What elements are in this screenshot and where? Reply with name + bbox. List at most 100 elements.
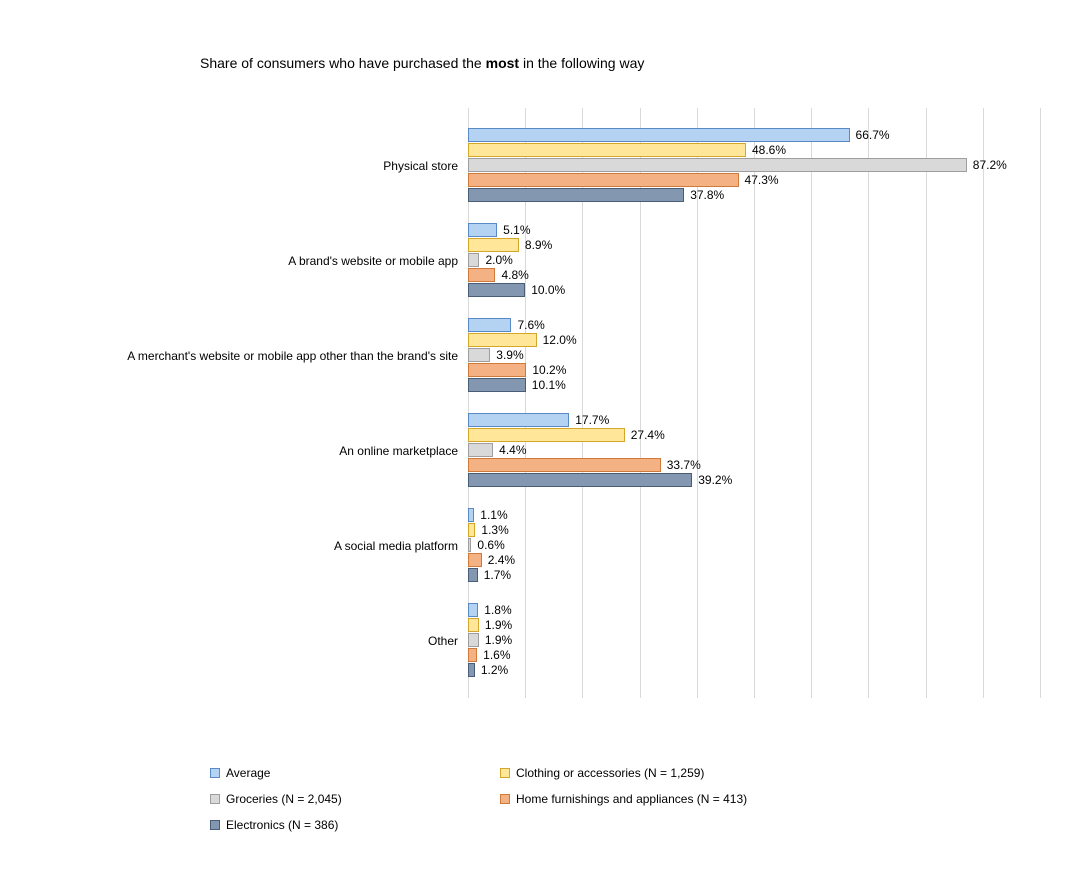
bar	[468, 568, 478, 582]
bar-row: 8.9%	[468, 238, 1040, 252]
bar	[468, 428, 625, 442]
bar	[468, 378, 526, 392]
bar-group: 1.1%1.3%0.6%2.4%1.7%	[468, 508, 1040, 583]
bar-row: 2.4%	[468, 553, 1040, 567]
bar-value-label: 1.2%	[475, 663, 508, 677]
legend-swatch	[210, 768, 220, 778]
bar-value-label: 87.2%	[967, 158, 1007, 172]
bar	[468, 553, 482, 567]
bar-row: 7.6%	[468, 318, 1040, 332]
legend-label: Clothing or accessories (N = 1,259)	[516, 766, 704, 780]
bar	[468, 238, 519, 252]
bar-value-label: 1.9%	[479, 618, 512, 632]
legend-swatch	[500, 768, 510, 778]
bar-row: 17.7%	[468, 413, 1040, 427]
bar-row: 48.6%	[468, 143, 1040, 157]
bar-value-label: 12.0%	[537, 333, 577, 347]
bar	[468, 663, 475, 677]
bar	[468, 158, 967, 172]
chart-page: { "chart": { "type": "bar-grouped-horizo…	[0, 0, 1072, 886]
bar	[468, 603, 478, 617]
bar-row: 37.8%	[468, 188, 1040, 202]
bar	[468, 318, 511, 332]
bar-value-label: 48.6%	[746, 143, 786, 157]
bar-row: 87.2%	[468, 158, 1040, 172]
legend-swatch	[210, 794, 220, 804]
bar-row: 1.2%	[468, 663, 1040, 677]
category-label: A merchant's website or mobile app other…	[127, 349, 458, 363]
bar-group: 5.1%8.9%2.0%4.8%10.0%	[468, 223, 1040, 298]
plot-region: 66.7% 48.6% 87.2% 47.3% 37.8% 5.1%8.9%2.0%4.8…	[468, 108, 1040, 698]
bar-row: 10.1%	[468, 378, 1040, 392]
bar-row: 47.3%	[468, 173, 1040, 187]
bar	[468, 173, 739, 187]
bar-row: 0.6%	[468, 538, 1040, 552]
legend-column: Average Groceries (N = 2,045) Electronics …	[210, 760, 342, 838]
bar	[468, 253, 479, 267]
bar-row: 4.4%	[468, 443, 1040, 457]
bar-value-label: 10.0%	[525, 283, 565, 297]
bar-row: 10.2%	[468, 363, 1040, 377]
bar-value-label: 39.2%	[692, 473, 732, 487]
bar-value-label: 1.1%	[474, 508, 507, 522]
bar-value-label: 1.9%	[479, 633, 512, 647]
bar	[468, 223, 497, 237]
bar	[468, 458, 661, 472]
bar-row: 1.9%	[468, 618, 1040, 632]
bar	[468, 523, 475, 537]
bar-value-label: 4.4%	[493, 443, 526, 457]
bar	[468, 413, 569, 427]
bar-row: 2.0%	[468, 253, 1040, 267]
chart-area: 66.7% 48.6% 87.2% 47.3% 37.8% 5.1%8.9%2.0%4.8…	[80, 108, 1040, 698]
bar	[468, 143, 746, 157]
bar-value-label: 66.7%	[850, 128, 890, 142]
legend-label: Groceries (N = 2,045)	[226, 792, 342, 806]
bar	[468, 333, 537, 347]
bar-value-label: 10.2%	[526, 363, 566, 377]
bar-row: 10.0%	[468, 283, 1040, 297]
bar-value-label: 1.6%	[477, 648, 510, 662]
bar-value-label: 47.3%	[739, 173, 779, 187]
gridline	[1040, 108, 1041, 698]
bar-value-label: 27.4%	[625, 428, 665, 442]
category-label: A social media platform	[334, 539, 458, 553]
bar-row: 1.1%	[468, 508, 1040, 522]
bar-row: 1.6%	[468, 648, 1040, 662]
bar-row: 1.9%	[468, 633, 1040, 647]
legend-item: Groceries (N = 2,045)	[210, 786, 342, 812]
bar	[468, 348, 490, 362]
bar-value-label: 2.4%	[482, 553, 515, 567]
bar	[468, 633, 479, 647]
legend-label: Average	[226, 766, 270, 780]
bar-row: 3.9%	[468, 348, 1040, 362]
bar-row: 39.2%	[468, 473, 1040, 487]
bar	[468, 443, 493, 457]
legend-item: Electronics (N = 386)	[210, 812, 342, 838]
bar-row: 4.8%	[468, 268, 1040, 282]
bar	[468, 283, 525, 297]
bar	[468, 268, 495, 282]
category-label: A brand's website or mobile app	[288, 254, 458, 268]
bar	[468, 648, 477, 662]
bar-value-label: 37.8%	[684, 188, 724, 202]
bar-group: 1.8%1.9%1.9%1.6%1.2%	[468, 603, 1040, 678]
legend-column: Clothing or accessories (N = 1,259) Home …	[500, 760, 747, 812]
bar-row: 5.1%	[468, 223, 1040, 237]
legend-swatch	[210, 820, 220, 830]
category-label: An online marketplace	[339, 444, 458, 458]
bar-row: 33.7%	[468, 458, 1040, 472]
bar-value-label: 1.7%	[478, 568, 511, 582]
bar-value-label: 8.9%	[519, 238, 552, 252]
bar-group: 17.7%27.4% 4.4%33.7%39.2%	[468, 413, 1040, 488]
chart-title: Share of consumers who have purchased th…	[200, 55, 644, 71]
bar-value-label: 4.8%	[495, 268, 528, 282]
category-label: Physical store	[383, 159, 458, 173]
bar	[468, 128, 850, 142]
legend-item: Home furnishings and appliances (N = 413…	[500, 786, 747, 812]
chart-title-bold: most	[486, 55, 519, 71]
bar	[468, 618, 479, 632]
bar-group: 7.6%12.0%3.9%10.2%10.1%	[468, 318, 1040, 393]
legend-swatch	[500, 794, 510, 804]
category-label: Other	[428, 634, 458, 648]
bar-row: 27.4%	[468, 428, 1040, 442]
